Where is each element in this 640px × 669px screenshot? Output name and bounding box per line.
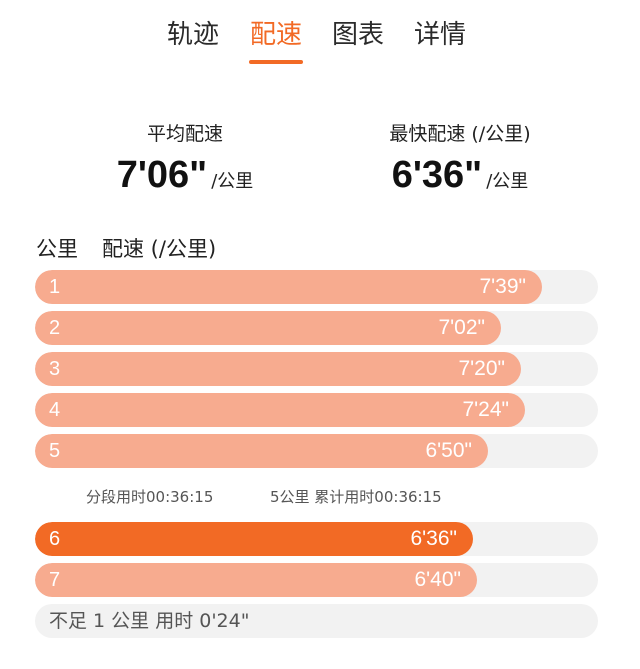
pace-bar (35, 522, 473, 556)
pace-bar (35, 352, 521, 386)
pace-row[interactable]: 5 6'50" (35, 434, 598, 468)
row-pace: 6'40" (414, 568, 461, 591)
pace-bar (35, 393, 525, 427)
average-pace-value: 7'06" (116, 154, 208, 196)
row-km: 4 (49, 399, 61, 421)
segment-time-note: 分段用时00:36:15 (86, 488, 214, 506)
tab-charts[interactable]: 图表 (331, 20, 384, 50)
pace-row[interactable]: 7 6'40" (35, 563, 598, 597)
pace-row[interactable]: 3 7'20" (35, 352, 598, 386)
row-km: 3 (49, 358, 61, 380)
row-km: 7 (49, 569, 61, 591)
row-pace: 7'39" (479, 275, 526, 298)
row-pace: 7'20" (458, 357, 505, 380)
pace-bar (35, 311, 501, 345)
row-km: 6 (49, 528, 61, 550)
pace-row[interactable]: 2 7'02" (35, 311, 598, 345)
remainder-text: 不足 1 公里 用时 0'24" (49, 610, 250, 632)
pace-bar (35, 270, 542, 304)
tab-track[interactable]: 轨迹 (166, 20, 219, 50)
tab-bar: 轨迹 配速 图表 详情 (0, 18, 640, 68)
fastest-pace-value: 6'36" (391, 154, 483, 196)
average-pace-unit: /公里 (211, 171, 254, 192)
pace-column-label: 配速 (/公里) (102, 237, 217, 261)
average-pace-label: 平均配速 (146, 123, 223, 145)
pace-bar (35, 434, 488, 468)
pace-bar (35, 563, 477, 597)
pace-list-header: 公里 配速 (/公里) (36, 233, 216, 263)
row-km: 2 (49, 317, 61, 339)
tab-details[interactable]: 详情 (413, 20, 466, 50)
pace-row[interactable]: 1 7'39" (35, 270, 598, 304)
fastest-pace-label: 最快配速 (/公里) (389, 123, 531, 145)
fastest-pace-unit: /公里 (486, 171, 529, 192)
active-tab-indicator (249, 60, 303, 64)
row-km: 1 (49, 276, 61, 298)
row-pace: 6'36" (410, 527, 457, 550)
pace-row[interactable]: 4 7'24" (35, 393, 598, 427)
row-pace: 7'24" (462, 398, 509, 421)
pace-row[interactable]: 6 6'36" (35, 522, 598, 556)
tab-pace[interactable]: 配速 (249, 20, 302, 50)
row-pace: 7'02" (438, 316, 485, 339)
average-pace-stat: 平均配速 7'06"/公里 (90, 120, 280, 197)
average-pace-value-line: 7'06"/公里 (90, 154, 280, 197)
fastest-pace-stat: 最快配速 (/公里) 6'36"/公里 (365, 120, 555, 197)
km-column-label: 公里 (36, 237, 78, 261)
cumulative-time-note: 5公里 累计用时00:36:15 (270, 488, 442, 506)
row-pace: 6'50" (425, 439, 472, 462)
row-km: 5 (49, 440, 61, 462)
fastest-pace-value-line: 6'36"/公里 (365, 154, 555, 197)
remainder-row: 不足 1 公里 用时 0'24" (35, 604, 598, 638)
